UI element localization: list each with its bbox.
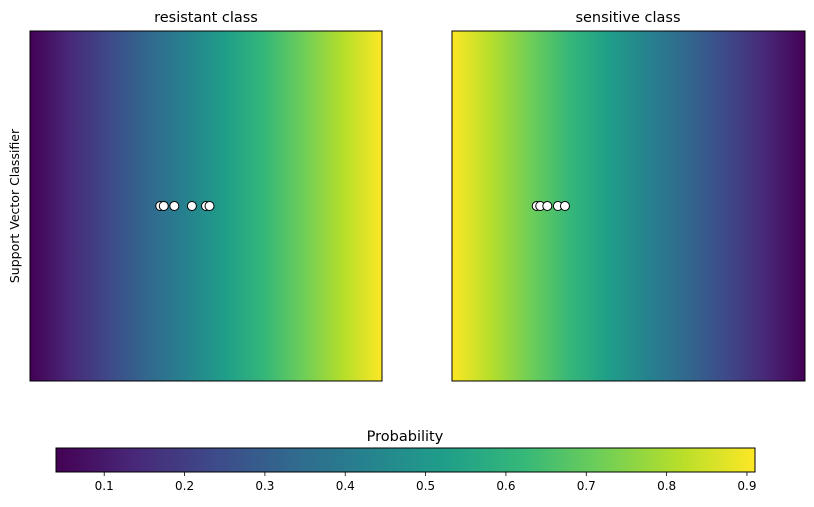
colorbar-tick-label: 0.2 <box>175 479 194 493</box>
colorbar-tick-label: 0.8 <box>657 479 676 493</box>
colorbar-tick-label: 0.9 <box>737 479 756 493</box>
colorbar-ticks: 0.1 0.2 0.3 0.4 0.5 0.6 0.7 0.8 0.9 <box>95 472 757 493</box>
colorbar-gradient <box>56 448 755 472</box>
panel-title-sensitive: sensitive class <box>575 10 680 26</box>
colorbar-tick-label: 0.5 <box>416 479 435 493</box>
sample-point <box>158 201 169 211</box>
colorbar-tick-label: 0.7 <box>577 479 596 493</box>
sample-point <box>186 201 197 211</box>
colorbar: Probability 0.1 0.2 0.3 0.4 0.5 0.6 0.7 0.8 0.9 <box>55 429 757 493</box>
panel-resistant: resistant class <box>29 10 383 382</box>
panel-frame-resistant <box>29 30 383 382</box>
sample-point <box>542 201 553 211</box>
sample-point <box>559 201 570 211</box>
colorbar-tick-label: 0.6 <box>496 479 515 493</box>
colorbar-title: Probability <box>367 429 444 445</box>
sample-point <box>204 201 215 211</box>
heatmap-sensitive <box>452 31 805 381</box>
colorbar-tick-label: 0.3 <box>255 479 274 493</box>
panel-title-resistant: resistant class <box>154 10 258 26</box>
y-axis-label: Support Vector Classifier <box>7 128 22 283</box>
colorbar-tick-label: 0.1 <box>95 479 114 493</box>
points-sensitive <box>531 201 570 211</box>
colorbar-tick-label: 0.4 <box>336 479 355 493</box>
colorbar-frame <box>55 447 756 473</box>
panel-frame-sensitive <box>451 30 806 382</box>
sample-point <box>169 201 180 211</box>
panel-sensitive: sensitive class <box>451 10 806 382</box>
points-resistant <box>155 201 215 211</box>
